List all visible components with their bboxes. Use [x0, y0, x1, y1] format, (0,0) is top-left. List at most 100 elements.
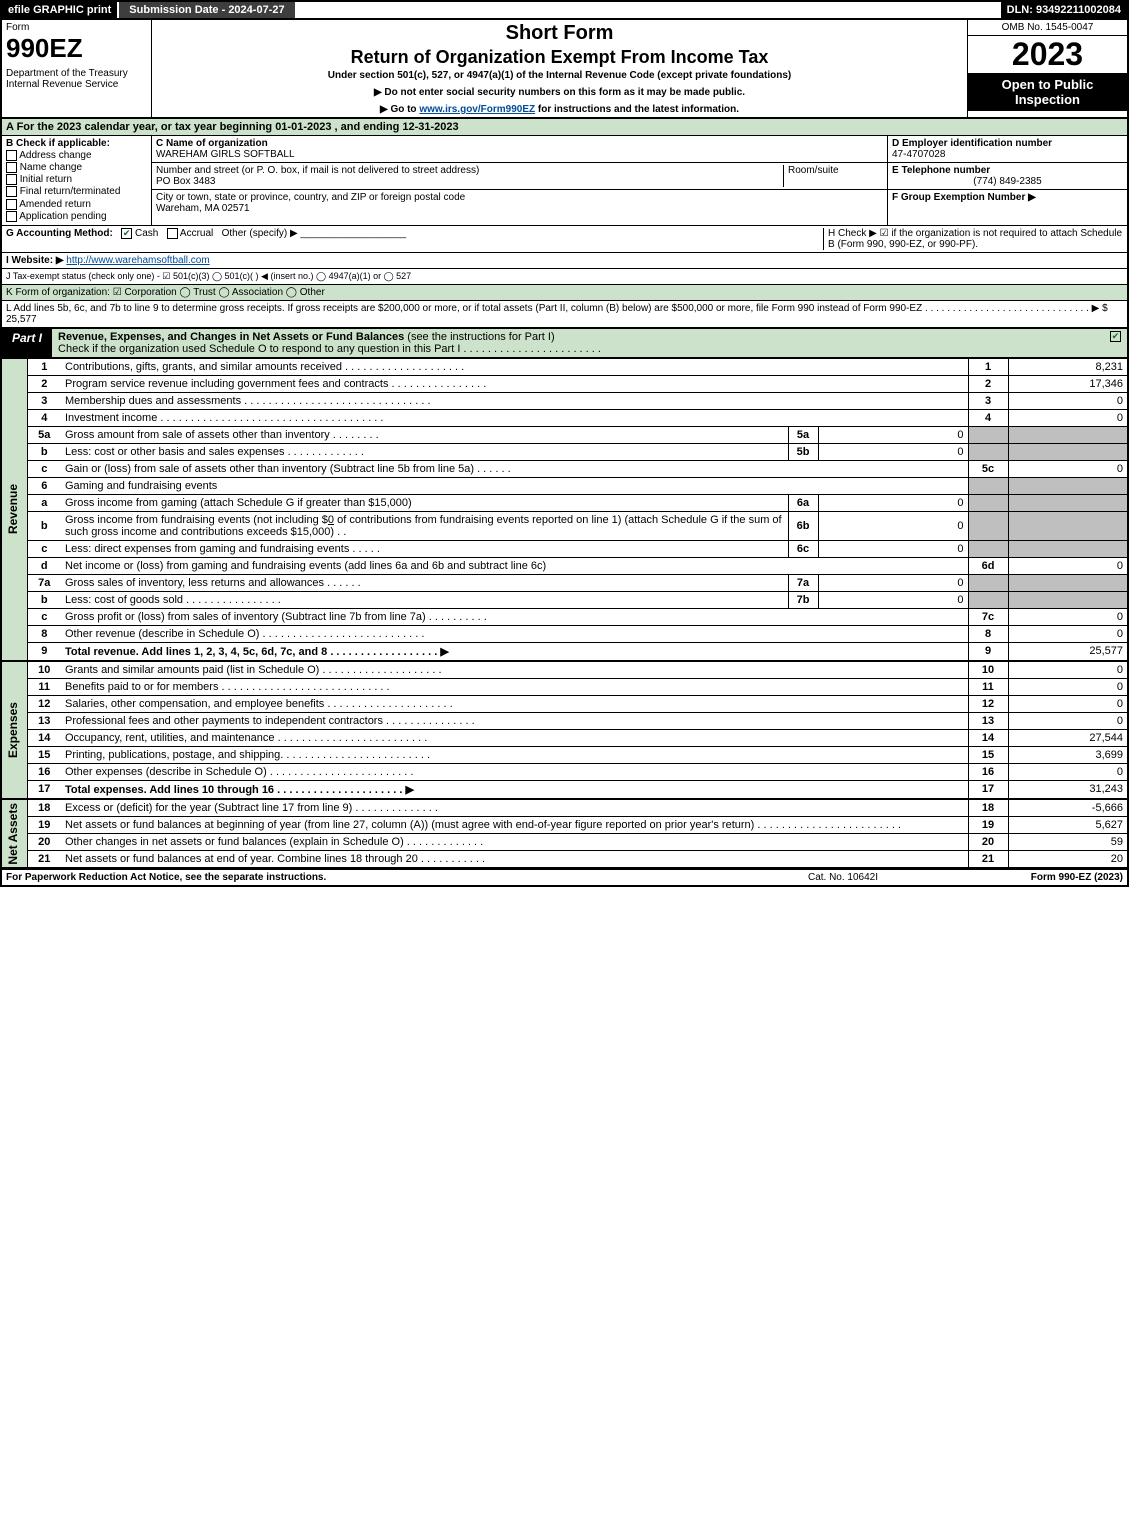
- city-label: City or town, state or province, country…: [156, 192, 883, 203]
- line-7c-val: 0: [1008, 608, 1128, 625]
- line-2-desc: Program service revenue including govern…: [61, 375, 968, 392]
- box-c: C Name of organization WAREHAM GIRLS SOF…: [152, 136, 887, 225]
- line-7b-val: 0: [818, 591, 968, 608]
- chk-amended-return[interactable]: Amended return: [6, 199, 147, 210]
- schedule-b-check: H Check ▶ ☑ if the organization is not r…: [823, 228, 1123, 250]
- line-12-val: 0: [1008, 695, 1128, 712]
- line-21-desc: Net assets or fund balances at end of ye…: [61, 850, 968, 868]
- part-1-title: Revenue, Expenses, and Changes in Net As…: [52, 329, 1104, 357]
- chk-accrual[interactable]: [167, 228, 178, 239]
- line-1-desc: Contributions, gifts, grants, and simila…: [61, 359, 968, 376]
- line-7a-val: 0: [818, 574, 968, 591]
- line-13-val: 0: [1008, 712, 1128, 729]
- line-7a-desc: Gross sales of inventory, less returns a…: [61, 574, 788, 591]
- website-label: I Website: ▶: [6, 255, 64, 266]
- chk-initial-return[interactable]: Initial return: [6, 174, 147, 185]
- room-label: Room/suite: [783, 165, 883, 187]
- accounting-method: G Accounting Method: Cash Accrual Other …: [6, 228, 823, 250]
- line-5a-val: 0: [818, 426, 968, 443]
- line-7b-desc: Less: cost of goods sold . . . . . . . .…: [61, 591, 788, 608]
- box-b: B Check if applicable: Address change Na…: [2, 136, 152, 225]
- line-21-val: 20: [1008, 850, 1128, 868]
- line-14-desc: Occupancy, rent, utilities, and maintena…: [61, 729, 968, 746]
- line-17-desc: Total expenses. Add lines 10 through 16 …: [61, 780, 968, 799]
- website-link[interactable]: http://www.warehamsoftball.com: [66, 255, 209, 266]
- form-number: 990EZ: [6, 33, 147, 64]
- header-mid: Short Form Return of Organization Exempt…: [152, 20, 967, 117]
- part-1-check-line: Check if the organization used Schedule …: [58, 343, 601, 355]
- line-11-val: 0: [1008, 678, 1128, 695]
- line-5a-desc: Gross amount from sale of assets other t…: [61, 426, 788, 443]
- page-footer: For Paperwork Reduction Act Notice, see …: [0, 869, 1129, 887]
- line-6c-val: 0: [818, 540, 968, 557]
- part-1-checkbox[interactable]: [1104, 329, 1127, 357]
- line-5b-desc: Less: cost or other basis and sales expe…: [61, 443, 788, 460]
- line-10-desc: Grants and similar amounts paid (list in…: [61, 661, 968, 679]
- ein-label: D Employer identification number: [892, 138, 1123, 149]
- form-title-1: Short Form: [156, 22, 963, 45]
- phone-value: (774) 849-2385: [892, 176, 1123, 187]
- chk-address-change[interactable]: Address change: [6, 150, 147, 161]
- side-expenses: Expenses: [6, 702, 20, 758]
- side-netassets: Net Assets: [6, 803, 20, 865]
- irs-link[interactable]: www.irs.gov/Form990EZ: [419, 104, 535, 115]
- line-3-val: 0: [1008, 392, 1128, 409]
- form-title-2: Return of Organization Exempt From Incom…: [156, 47, 963, 68]
- line-16-val: 0: [1008, 763, 1128, 780]
- line-18-desc: Excess or (deficit) for the year (Subtra…: [61, 799, 968, 817]
- department-label: Department of the Treasury Internal Reve…: [6, 68, 147, 90]
- paperwork-notice: For Paperwork Reduction Act Notice, see …: [6, 872, 743, 883]
- form-id-footer: Form 990-EZ (2023): [943, 872, 1123, 883]
- line-6b-val: 0: [818, 511, 968, 540]
- line-5c-val: 0: [1008, 460, 1128, 477]
- tax-year: 2023: [968, 36, 1127, 73]
- line-19-val: 5,627: [1008, 816, 1128, 833]
- addr-label: Number and street (or P. O. box, if mail…: [156, 165, 783, 176]
- chk-cash[interactable]: [121, 228, 132, 239]
- form-header: Form 990EZ Department of the Treasury In…: [0, 20, 1129, 119]
- line-2-val: 17,346: [1008, 375, 1128, 392]
- row-i: I Website: ▶ http://www.warehamsoftball.…: [0, 253, 1129, 269]
- line-14-val: 27,544: [1008, 729, 1128, 746]
- line-6c-desc: Less: direct expenses from gaming and fu…: [61, 540, 788, 557]
- efile-label[interactable]: efile GRAPHIC print: [2, 2, 117, 18]
- line-8-val: 0: [1008, 625, 1128, 642]
- chk-application-pending[interactable]: Application pending: [6, 211, 147, 222]
- form-label: Form: [6, 22, 147, 33]
- tax-exempt-status: J Tax-exempt status (check only one) - ☑…: [6, 271, 1123, 282]
- line-13-desc: Professional fees and other payments to …: [61, 712, 968, 729]
- note-ssn: ▶ Do not enter social security numbers o…: [156, 87, 963, 98]
- dln-label: DLN: 93492211002084: [1001, 2, 1127, 18]
- org-city: Wareham, MA 02571: [156, 203, 883, 214]
- line-20-val: 59: [1008, 833, 1128, 850]
- name-label: C Name of organization: [156, 138, 883, 149]
- line-6d-val: 0: [1008, 557, 1128, 574]
- line-5c-desc: Gain or (loss) from sale of assets other…: [61, 460, 968, 477]
- line-18-val: -5,666: [1008, 799, 1128, 817]
- side-revenue: Revenue: [6, 484, 20, 534]
- phone-label: E Telephone number: [892, 165, 1123, 176]
- chk-final-return[interactable]: Final return/terminated: [6, 186, 147, 197]
- line-19-desc: Net assets or fund balances at beginning…: [61, 816, 968, 833]
- org-address: PO Box 3483: [156, 176, 783, 187]
- line-6a-val: 0: [818, 494, 968, 511]
- section-a: A For the 2023 calendar year, or tax yea…: [0, 119, 1129, 136]
- line-6-desc: Gaming and fundraising events: [61, 477, 968, 494]
- submission-date: Submission Date - 2024-07-27: [117, 2, 294, 18]
- chk-name-change[interactable]: Name change: [6, 162, 147, 173]
- line-20-desc: Other changes in net assets or fund bala…: [61, 833, 968, 850]
- line-1-val: 8,231: [1008, 359, 1128, 376]
- cat-no: Cat. No. 10642I: [743, 872, 943, 883]
- line-15-val: 3,699: [1008, 746, 1128, 763]
- line-15-desc: Printing, publications, postage, and shi…: [61, 746, 968, 763]
- line-16-desc: Other expenses (describe in Schedule O) …: [61, 763, 968, 780]
- line-3-desc: Membership dues and assessments . . . . …: [61, 392, 968, 409]
- line-5b-val: 0: [818, 443, 968, 460]
- line-12-desc: Salaries, other compensation, and employ…: [61, 695, 968, 712]
- line-11-desc: Benefits paid to or for members . . . . …: [61, 678, 968, 695]
- row-k: K Form of organization: ☑ Corporation ◯ …: [0, 285, 1129, 301]
- note-goto: ▶ Go to www.irs.gov/Form990EZ for instru…: [156, 104, 963, 115]
- line-4-val: 0: [1008, 409, 1128, 426]
- part-1-tab: Part I: [2, 329, 52, 357]
- line-6d-desc: Net income or (loss) from gaming and fun…: [61, 557, 968, 574]
